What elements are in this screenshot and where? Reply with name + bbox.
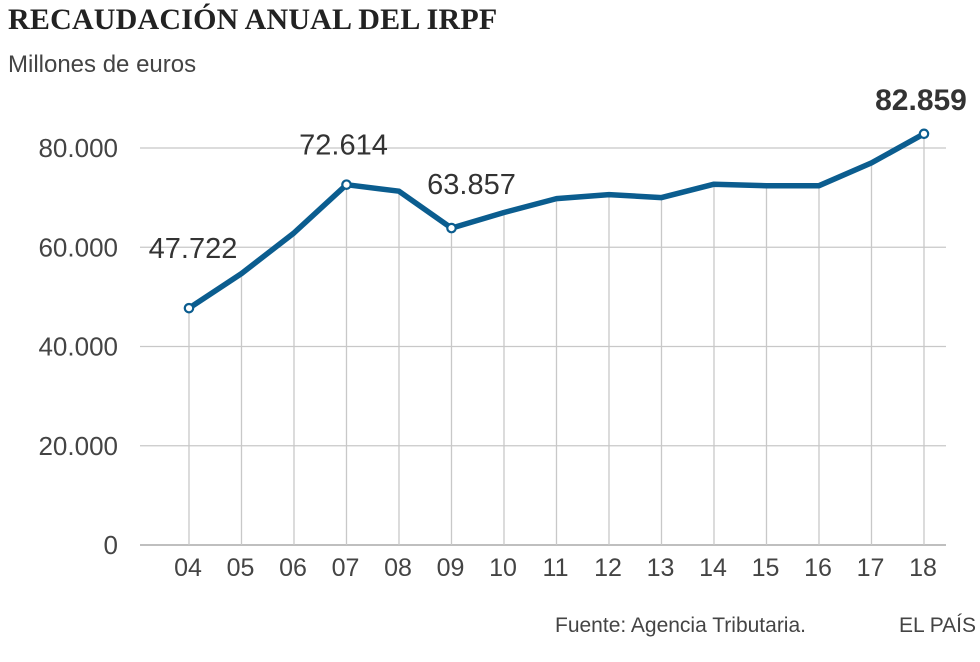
source-note: Fuente: Agencia Tributaria. (555, 614, 806, 637)
y-tick-label: 0 (104, 530, 118, 560)
x-tick-label: 08 (384, 554, 412, 582)
data-point-marker (341, 179, 352, 190)
series-line-layer (186, 131, 927, 311)
x-tick-label: 09 (437, 554, 465, 582)
x-tick-label: 18 (909, 554, 937, 582)
data-point-marker (183, 302, 195, 314)
data-point-marker (446, 222, 457, 234)
data-label: 72.614 (299, 130, 388, 162)
x-tick-label: 15 (752, 554, 780, 582)
x-axis-ticks: 04 05 06 07 08 09 10 11 12 13 14 15 16 17 18 (174, 554, 937, 582)
data-label-layer: 47.722 72.614 63.857 82.859 (149, 84, 967, 265)
x-tick-label: 16 (804, 554, 832, 582)
x-tick-label: 13 (647, 554, 675, 582)
x-tick-label: 11 (543, 554, 569, 582)
y-tick-label: 40.000 (38, 332, 118, 362)
x-tick-label: 05 (227, 554, 255, 582)
y-tick-label: 20.000 (38, 431, 118, 461)
data-label: 63.857 (427, 169, 516, 201)
x-tick-label: 10 (489, 554, 517, 582)
x-tick-label: 04 (174, 554, 202, 582)
data-label: 82.859 (875, 84, 967, 117)
x-tick-label: 17 (857, 554, 885, 582)
x-tick-label: 07 (332, 554, 360, 582)
brand-logo-text: EL PAÍS (898, 614, 976, 637)
y-tick-label: 80.000 (38, 133, 118, 163)
chart-title: RECAUDACIÓN ANUAL DEL IRPF (8, 3, 498, 36)
x-tick-label: 06 (279, 554, 307, 582)
y-tick-label: 60.000 (38, 232, 118, 262)
data-point-marker (918, 128, 930, 140)
x-tick-label: 14 (699, 554, 727, 582)
data-label: 47.722 (149, 233, 238, 265)
x-tick-label: 12 (594, 554, 622, 582)
chart-subtitle: Millones de euros (8, 51, 197, 78)
grid-layer (140, 133, 946, 546)
series-line (186, 131, 927, 311)
y-axis-ticks: 0 20.000 40.000 60.000 80.000 (38, 133, 118, 560)
marker-layer (183, 128, 930, 314)
